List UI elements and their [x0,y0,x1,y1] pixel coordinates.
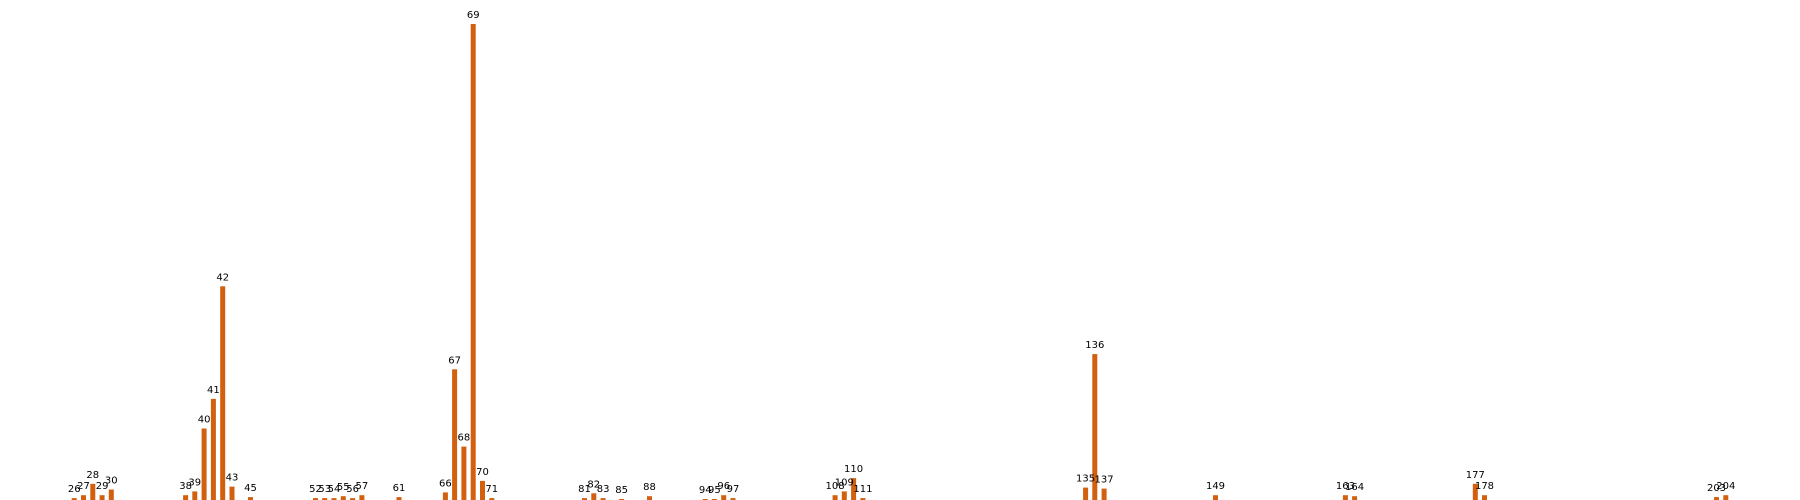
bar-label-111: 111 [853,484,872,495]
bar-163 [1342,495,1348,500]
bar-label-56: 56 [346,484,359,495]
bar-label-81: 81 [578,484,591,495]
bar-label-45: 45 [244,483,257,494]
bar-label-88: 88 [643,482,656,493]
bar-45 [248,497,253,500]
bar-27 [81,495,86,500]
bar-88 [647,496,652,500]
bar-53 [322,498,328,500]
bar-57 [359,495,365,500]
bar-111 [860,498,866,500]
bar-label-27: 27 [77,481,90,492]
bar-label-42: 42 [216,272,229,283]
bar-66 [442,492,448,500]
bar-61 [396,497,402,500]
bar-70 [480,480,485,500]
bar-label-28: 28 [86,470,99,481]
bar-label-38: 38 [179,481,192,492]
bar-41 [210,398,216,500]
bar-label-203: 203 [1707,483,1726,494]
bar-164 [1352,496,1358,500]
bar-label-83: 83 [597,484,610,495]
bar-label-53: 53 [318,484,331,495]
bar-label-30: 30 [105,476,118,487]
bar-81 [582,498,587,500]
bar-178 [1482,495,1487,500]
bar-label-96: 96 [717,481,730,492]
bar-39 [192,491,198,500]
bar-label-164: 164 [1345,482,1364,493]
bar-label-94: 94 [699,485,712,496]
bar-label-70: 70 [476,467,489,478]
bar-52 [313,498,318,500]
bar-label-54: 54 [328,484,341,495]
bar-label-57: 57 [356,481,369,492]
bar-label-71: 71 [485,484,498,495]
bar-label-110: 110 [844,464,863,475]
bar-43 [229,486,235,500]
bar-label-97: 97 [727,484,740,495]
bar-label-26: 26 [68,484,81,495]
bar-label-43: 43 [226,473,239,484]
bar-label-137: 137 [1095,475,1114,486]
bar-label-149: 149 [1206,481,1225,492]
bar-69 [470,24,476,500]
bar-label-69: 69 [467,10,480,21]
bar-label-55: 55 [337,482,350,493]
bar-label-67: 67 [448,355,461,366]
bar-136 [1092,354,1098,500]
bar-label-61: 61 [393,483,406,494]
bar-label-66: 66 [439,478,452,489]
bar-40 [201,428,207,500]
bar-26 [71,498,77,500]
bar-label-163: 163 [1336,481,1355,492]
bar-38 [183,495,189,500]
bars-layer [71,24,1729,500]
bar-label-68: 68 [458,433,471,444]
bar-label-40: 40 [198,415,211,426]
bar-28 [90,483,96,500]
bar-label-52: 52 [309,484,322,495]
bar-149 [1213,495,1218,500]
bar-83 [600,498,606,500]
bar-label-85: 85 [615,485,628,496]
bar-137 [1101,488,1107,500]
bar-label-178: 178 [1475,481,1494,492]
bar-56 [350,498,356,500]
bar-label-108: 108 [826,481,845,492]
bar-68 [461,446,467,500]
bar-label-109: 109 [835,477,854,488]
bar-96 [721,495,727,500]
bar-135 [1083,487,1089,500]
bar-82 [591,493,597,500]
bar-label-82: 82 [587,479,600,490]
bar-label-95: 95 [708,485,721,496]
bar-label-177: 177 [1466,470,1485,481]
bar-label-136: 136 [1085,340,1104,351]
bar-67 [452,369,458,500]
bar-109 [841,491,847,500]
bar-42 [220,286,226,500]
bar-29 [99,495,105,500]
bar-label-135: 135 [1076,474,1095,485]
bar-204 [1723,495,1729,500]
bar-label-39: 39 [188,477,201,488]
bar-30 [108,489,114,500]
bar-177 [1472,483,1478,500]
bar-108 [832,495,838,500]
bar-label-204: 204 [1716,481,1735,492]
bar-110 [851,478,857,500]
bar-54 [331,498,337,500]
bar-71 [489,498,495,500]
bar-97 [730,498,736,500]
bar-203 [1714,497,1719,500]
bar-label-29: 29 [96,481,109,492]
bar-55 [340,496,346,500]
bar-label-41: 41 [207,385,220,396]
